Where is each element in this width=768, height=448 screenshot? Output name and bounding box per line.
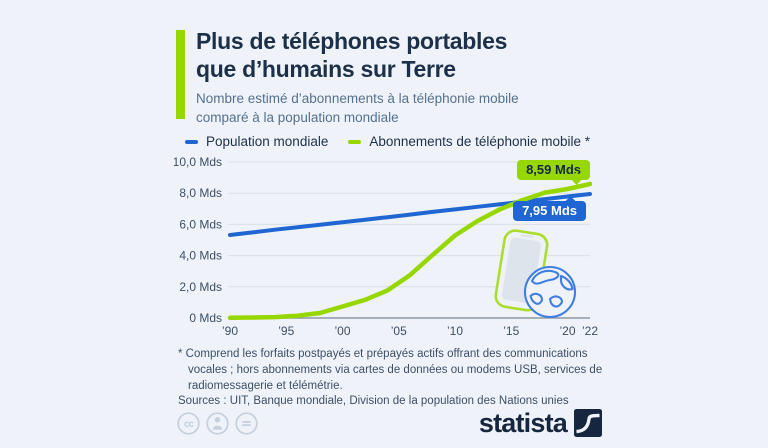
legend-item-mobile: Abonnements de téléphonie mobile * bbox=[348, 134, 590, 149]
title-line-2: que d’humains sur Terre bbox=[196, 56, 456, 82]
mobile-value-badge: 8,59 Mds bbox=[517, 160, 590, 180]
svg-text:’15: ’15 bbox=[503, 324, 519, 338]
svg-text:’05: ’05 bbox=[391, 324, 407, 338]
footnote-line-3: radiomessagerie et télémétrie. bbox=[188, 380, 343, 392]
legend-label-population: Population mondiale bbox=[206, 134, 329, 149]
footer-bar: cc statista bbox=[176, 408, 602, 438]
svg-text:4,0 Mds: 4,0 Mds bbox=[179, 249, 222, 263]
page-subtitle: Nombre estimé d’abonnements à la télépho… bbox=[196, 89, 519, 127]
subtitle-line-1: Nombre estimé d’abonnements à la télépho… bbox=[196, 91, 519, 106]
svg-text:cc: cc bbox=[184, 419, 195, 430]
population-line-swatch-icon bbox=[185, 139, 198, 144]
line-chart: 0 Mds 2,0 Mds 4,0 Mds 6,0 Mds 8,0 Mds 10,0 Md… bbox=[174, 154, 610, 346]
legend-label-mobile: Abonnements de téléphonie mobile * bbox=[369, 134, 590, 149]
no-derivatives-icon[interactable] bbox=[234, 411, 259, 436]
statista-logo[interactable]: statista bbox=[479, 409, 602, 437]
svg-text:’20: ’20 bbox=[559, 324, 575, 338]
statista-logo-icon bbox=[574, 409, 602, 437]
creative-commons-icon[interactable]: cc bbox=[176, 411, 201, 436]
license-icons[interactable]: cc bbox=[176, 411, 259, 436]
svg-text:’00: ’00 bbox=[334, 324, 350, 338]
statista-wordmark: statista bbox=[478, 408, 568, 438]
svg-text:0 Mds: 0 Mds bbox=[189, 311, 222, 325]
population-value-badge: 7,95 Mds bbox=[513, 201, 586, 221]
svg-text:’95: ’95 bbox=[278, 324, 294, 338]
title-accent-bar bbox=[176, 30, 185, 119]
sources-line: Sources : UIT, Banque mondiale, Division… bbox=[178, 395, 569, 407]
svg-text:10,0 Mds: 10,0 Mds bbox=[174, 155, 222, 169]
svg-text:2,0 Mds: 2,0 Mds bbox=[179, 280, 222, 294]
footnote-line-1: * Comprend les forfaits postpayés et pré… bbox=[178, 348, 588, 360]
subtitle-line-2: comparé à la population mondiale bbox=[196, 110, 399, 125]
mobile-line-swatch-icon bbox=[348, 139, 362, 144]
footnote: * Comprend les forfaits postpayés et pré… bbox=[178, 346, 622, 394]
chart-legend: Population mondiale Abonnements de télép… bbox=[185, 134, 590, 149]
svg-text:’10: ’10 bbox=[447, 324, 463, 338]
statista-infographic: Plus de téléphones portables que d’humain… bbox=[160, 0, 620, 448]
phone-globe-illustration bbox=[494, 229, 577, 319]
svg-text:6,0 Mds: 6,0 Mds bbox=[179, 217, 222, 231]
footnote-line-2: vocales ; hors abonnements via cartes de… bbox=[188, 364, 603, 376]
page-title: Plus de téléphones portables que d’humain… bbox=[196, 27, 507, 83]
legend-item-population: Population mondiale bbox=[185, 134, 328, 149]
svg-text:’22: ’22 bbox=[582, 324, 598, 338]
globe-icon bbox=[523, 265, 577, 319]
svg-text:8,0 Mds: 8,0 Mds bbox=[179, 186, 222, 200]
title-line-1: Plus de téléphones portables bbox=[196, 28, 508, 54]
attribution-icon[interactable] bbox=[205, 411, 230, 436]
svg-text:’90: ’90 bbox=[222, 324, 238, 338]
